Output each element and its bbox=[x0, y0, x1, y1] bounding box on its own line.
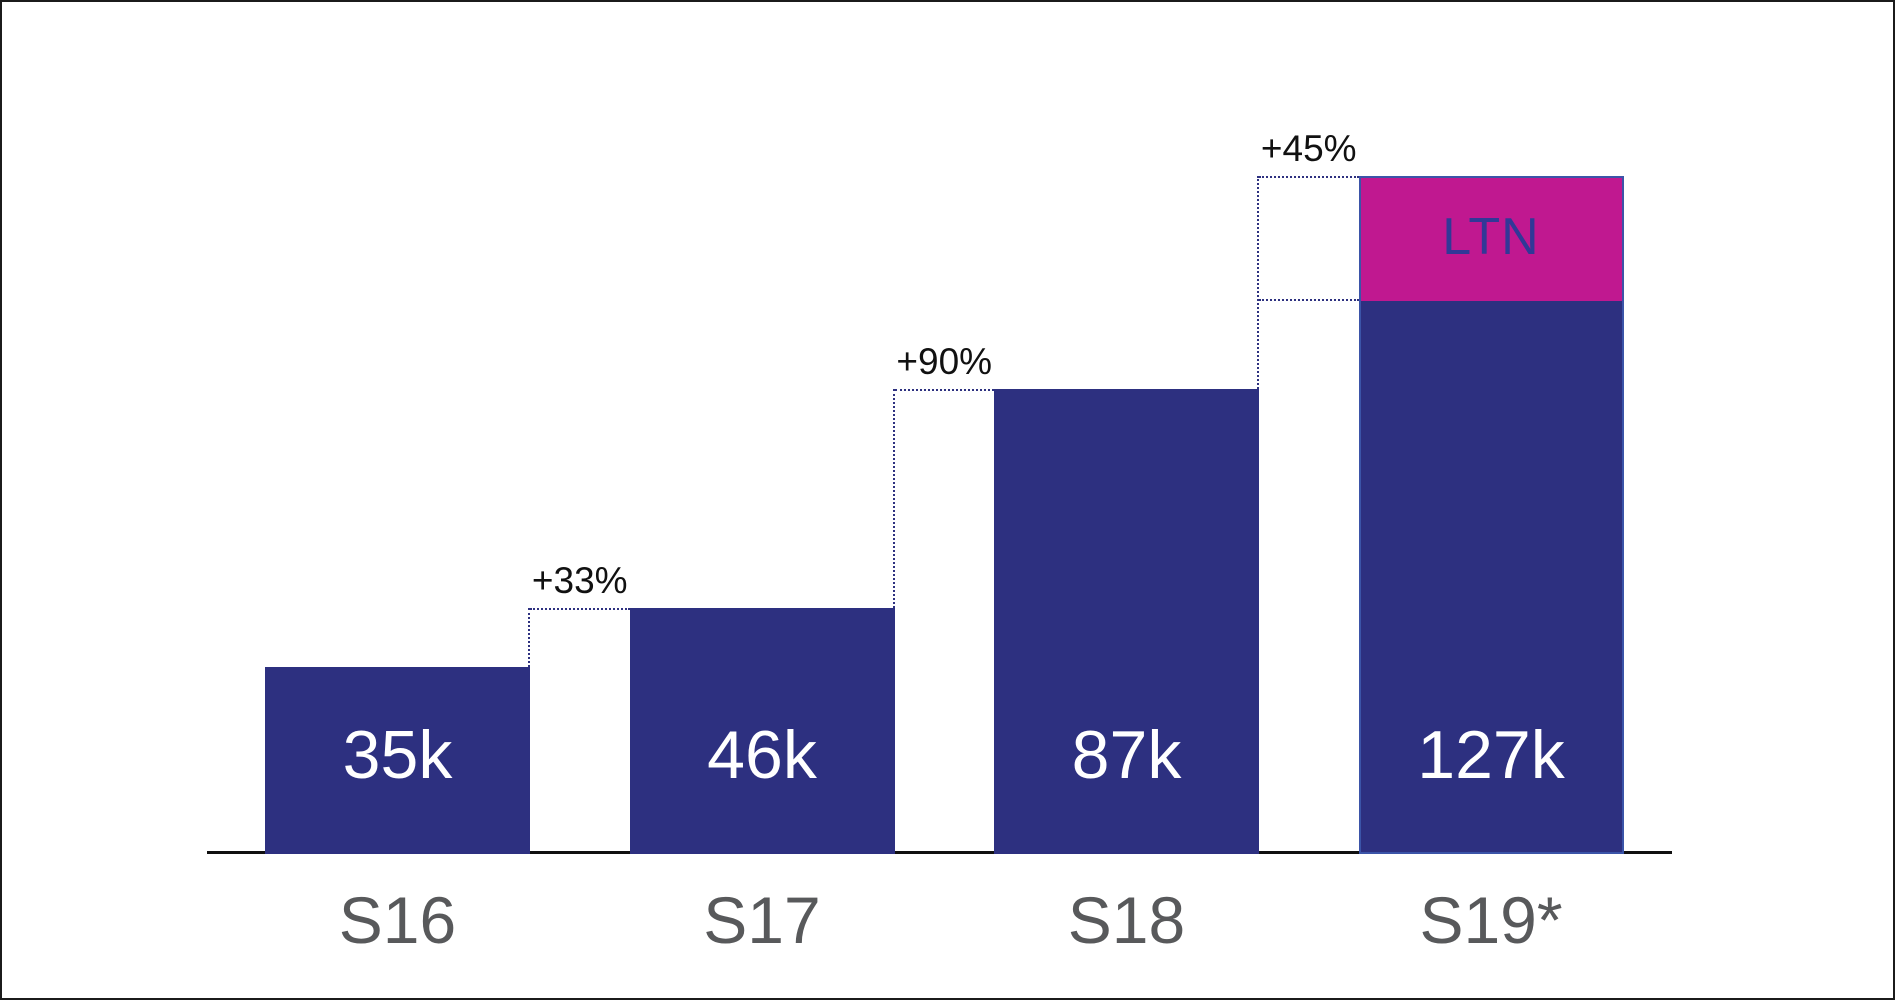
bar-s16 bbox=[265, 667, 530, 854]
growth-connector-horizontal bbox=[530, 608, 630, 611]
bar-value-label: 127k bbox=[1417, 717, 1565, 793]
growth-connector-vertical bbox=[892, 389, 895, 609]
ltn-segment: LTN bbox=[1360, 177, 1622, 301]
bar-s17 bbox=[629, 608, 895, 854]
growth-connector-horizontal bbox=[1259, 175, 1359, 178]
category-label: S16 bbox=[338, 883, 457, 957]
x-axis-line bbox=[207, 851, 1672, 854]
growth-connector-vertical bbox=[1257, 175, 1259, 390]
bar-value-label: 35k bbox=[342, 717, 453, 793]
bar-value-label: 46k bbox=[707, 717, 817, 793]
ltn-boundary-connector bbox=[1259, 298, 1359, 301]
growth-percent-label: +33% bbox=[531, 560, 628, 602]
growth-connector-horizontal bbox=[894, 389, 994, 392]
bar-value-label: 87k bbox=[1071, 717, 1182, 793]
category-label: S19* bbox=[1419, 883, 1563, 957]
growth-percent-label: +45% bbox=[1260, 127, 1357, 169]
growth-connector-vertical bbox=[528, 608, 530, 668]
bar-s18 bbox=[994, 389, 1259, 854]
ltn-segment-label: LTN bbox=[1442, 208, 1540, 267]
bar-s19: LTN bbox=[1358, 175, 1624, 854]
category-label: S17 bbox=[703, 883, 821, 957]
category-label: S18 bbox=[1067, 883, 1186, 957]
growth-percent-label: +90% bbox=[896, 341, 993, 383]
